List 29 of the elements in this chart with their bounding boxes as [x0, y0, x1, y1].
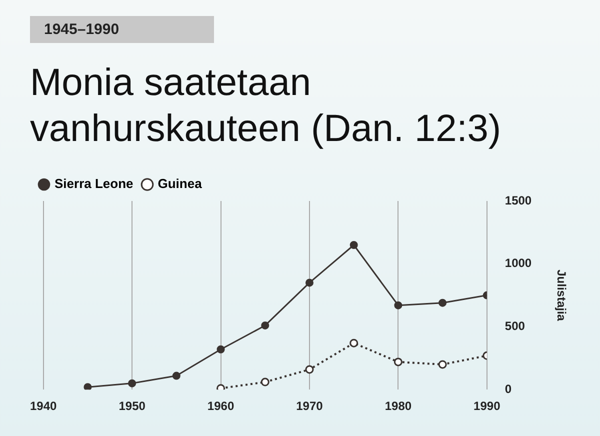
x-tick-label: 1940 — [30, 399, 58, 414]
x-tick-label: 1990 — [474, 399, 501, 414]
y-tick-label: 0 — [504, 382, 512, 396]
point — [260, 378, 270, 386]
chart-title: Monia saatetaan vanhurskauteen (Dan. 12:3) — [30, 61, 502, 152]
point — [216, 345, 225, 354]
x-tick-label: 1980 — [384, 399, 412, 414]
point — [128, 379, 136, 388]
point — [305, 278, 314, 287]
point — [394, 301, 402, 310]
chart-subtitle: 1945–1990 — [30, 16, 214, 43]
point — [438, 360, 447, 369]
x-tick-label: 1950 — [118, 399, 146, 414]
point — [261, 321, 270, 330]
point — [438, 298, 447, 307]
y-tick-label: 1500 — [504, 193, 532, 208]
point — [84, 383, 92, 390]
y-axis-title: Julistajia — [554, 270, 568, 322]
y-tick-label: 500 — [504, 319, 526, 334]
point — [350, 241, 358, 250]
point — [350, 338, 358, 348]
x-tick-label: 1960 — [207, 399, 234, 414]
x-tick-label: 1970 — [296, 399, 324, 414]
point — [172, 372, 180, 380]
point — [305, 365, 314, 374]
legend-label: Sierra Leone — [54, 176, 134, 192]
legend-label: Guinea — [158, 176, 203, 192]
point — [394, 358, 402, 366]
y-tick-label: 1000 — [504, 256, 532, 270]
